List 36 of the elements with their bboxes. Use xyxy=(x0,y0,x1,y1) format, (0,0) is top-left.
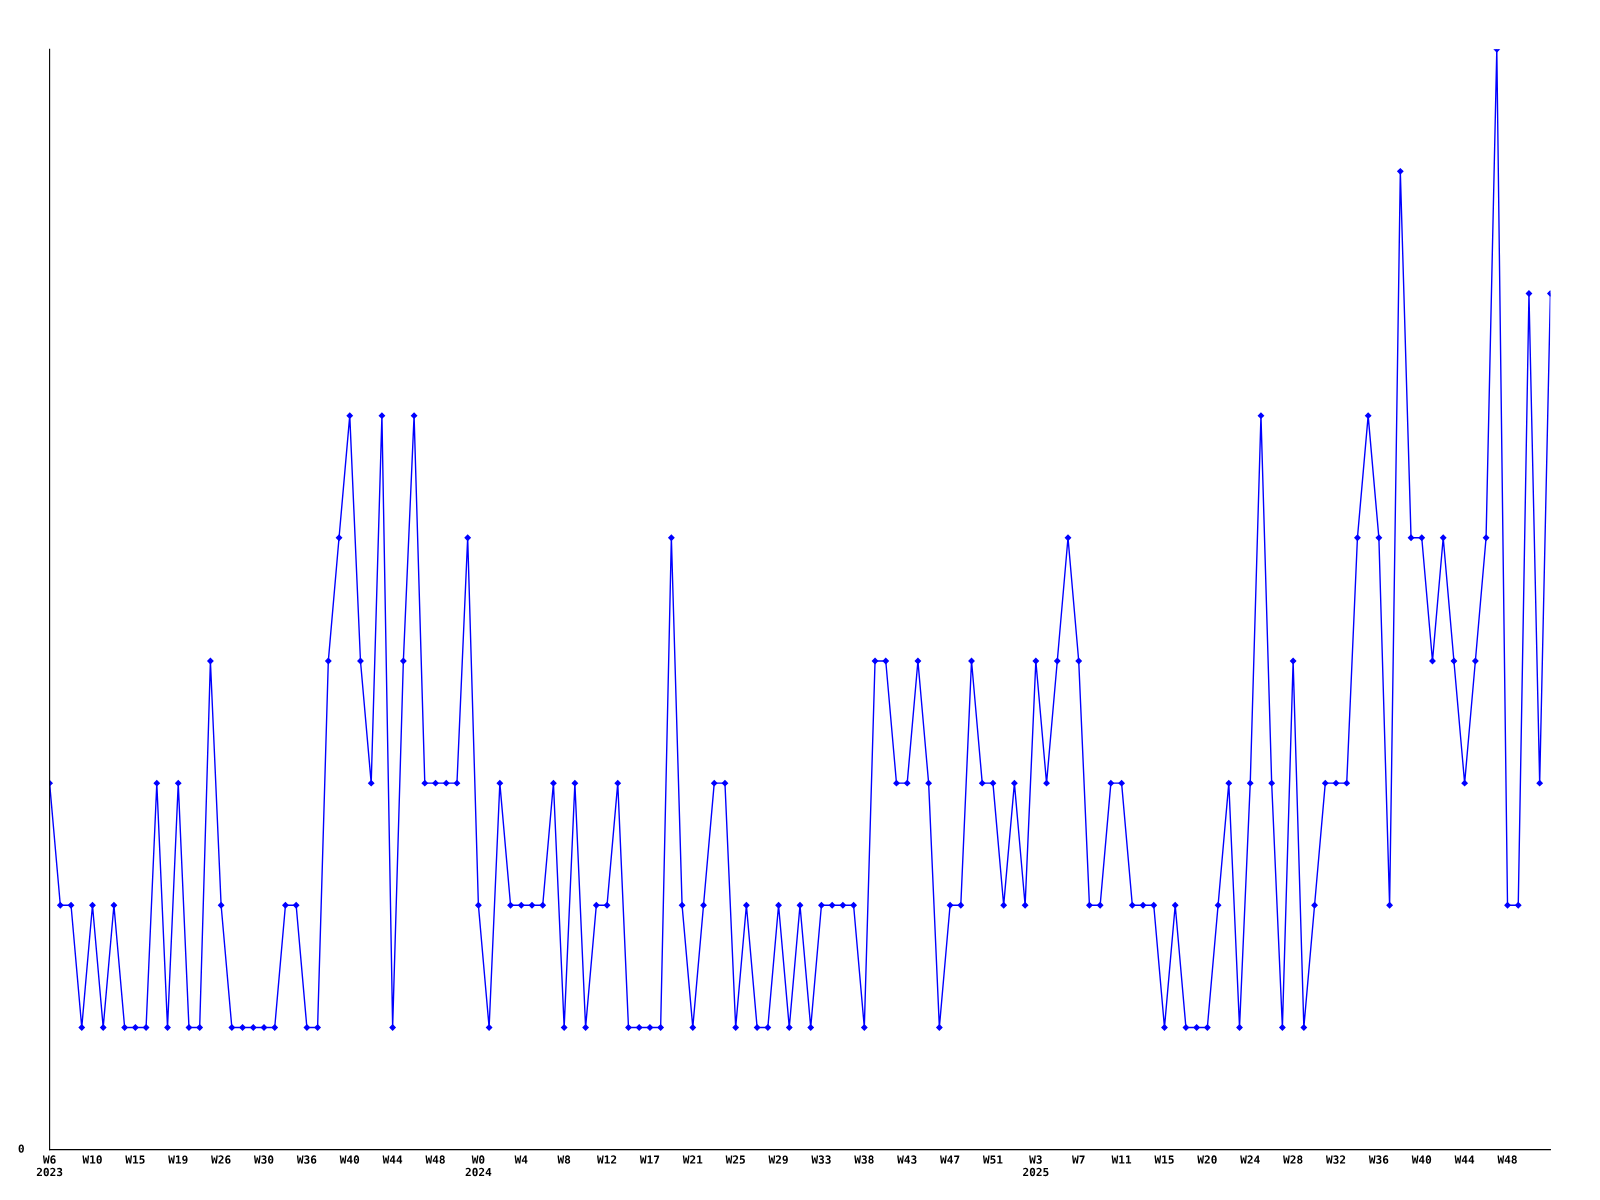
x-tick-label: W28 xyxy=(1283,1155,1303,1164)
x-tick-label: W4 xyxy=(514,1155,528,1164)
text: 0 xyxy=(18,1144,24,1153)
x-tick-label: W44 xyxy=(382,1155,403,1164)
x-tick-label: W10 xyxy=(82,1155,102,1164)
x-tick-label: W36 xyxy=(296,1155,317,1164)
x-tick-label: W40 xyxy=(1411,1155,1432,1164)
x-tick-label: W38 xyxy=(854,1155,874,1164)
x-tick-label: W19 xyxy=(168,1155,188,1164)
x-tick-label: W33 xyxy=(811,1155,831,1164)
x-tick-label: W24 xyxy=(1240,1155,1260,1164)
x-tick-label: W29 xyxy=(768,1155,788,1164)
x-tick-label: W21 xyxy=(682,1155,703,1164)
x-tick-label: W20 xyxy=(1197,1155,1217,1164)
x-tick-label: W30 xyxy=(253,1155,274,1164)
x-tick-label: W0 2024 xyxy=(465,1155,492,1177)
x-tick-label: W7 xyxy=(1072,1155,1085,1164)
x-tick-label: W26 xyxy=(211,1155,231,1164)
x-tick-label: W17 xyxy=(639,1155,660,1164)
x-tick-label: W48 xyxy=(1497,1155,1517,1164)
x-tick-label: W8 xyxy=(557,1155,571,1164)
x-tick-label: W15 xyxy=(1154,1155,1174,1164)
x-tick-label: W47 xyxy=(940,1155,960,1164)
x-tick-label: W15 xyxy=(125,1155,145,1164)
x-tick-label: W40 xyxy=(339,1155,360,1164)
x-tick-label: W11 xyxy=(1111,1155,1132,1164)
x-tick-label: W32 xyxy=(1325,1155,1346,1164)
x-tick-label: W48 xyxy=(425,1155,445,1164)
x-tick-label: W36 xyxy=(1368,1155,1389,1164)
x-tick-label: W43 xyxy=(897,1155,917,1164)
x-tick-label: W6 2023 xyxy=(36,1155,63,1177)
x-tick-label: W44 xyxy=(1454,1155,1475,1164)
x-tick-label: W25 xyxy=(725,1155,745,1164)
x-tick-label: W51 xyxy=(982,1155,1003,1164)
x-tick-label: W3 2025 xyxy=(1023,1155,1049,1177)
x-tick-label: W12 xyxy=(597,1155,617,1164)
